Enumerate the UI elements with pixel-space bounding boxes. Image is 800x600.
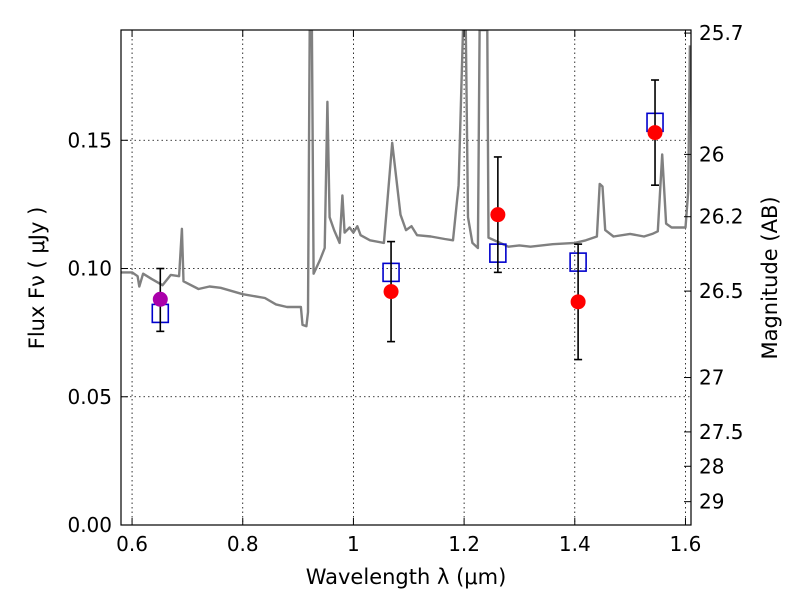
magnitude-tick-label: 29 — [699, 490, 724, 514]
observed-flux-point — [152, 291, 168, 307]
observed-flux-point — [383, 284, 399, 300]
magnitude-tick-label: 28 — [699, 454, 724, 478]
x-axis-label: Wavelength λ (μm) — [306, 565, 507, 589]
x-tick-label: 1 — [347, 532, 360, 556]
plot-frame — [120, 29, 692, 526]
y-tick-label: 0.00 — [67, 513, 112, 537]
magnitude-tick-label: 26 — [699, 142, 724, 166]
gridlines — [121, 30, 691, 526]
y-axis-label: Flux Fν ( μJy ) — [25, 207, 49, 350]
y-axis-label-right: Magnitude (AB) — [758, 196, 782, 359]
spectrum-line — [121, 30, 691, 328]
magnitude-tick-label: 27 — [699, 366, 724, 390]
ticks: 0.6 0.8 1 1.2 1.4 1.6 0.00 0.05 0.10 0.15 25.7 26 26… — [67, 21, 743, 556]
marker-layer — [151, 79, 664, 361]
magnitude-tick-label: 25.7 — [699, 21, 744, 45]
x-tick-label: 1.2 — [448, 532, 480, 556]
observed-flux-point — [647, 125, 663, 141]
y-tick-label: 0.05 — [67, 385, 112, 409]
magnitude-tick-label: 27.5 — [699, 420, 744, 444]
x-tick-label: 0.6 — [116, 532, 148, 556]
y-tick-label: 0.10 — [67, 257, 112, 281]
spectrum-layer — [121, 30, 691, 328]
magnitude-tick-label: 26.2 — [699, 205, 744, 229]
x-tick-label: 0.8 — [227, 532, 259, 556]
magnitude-tick-label: 26.5 — [699, 279, 744, 303]
x-tick-label: 1.4 — [559, 532, 591, 556]
x-tick-label: 1.6 — [670, 532, 702, 556]
observed-flux-point — [490, 207, 506, 223]
observed-flux-point — [570, 294, 586, 310]
y-tick-label: 0.15 — [67, 128, 112, 152]
